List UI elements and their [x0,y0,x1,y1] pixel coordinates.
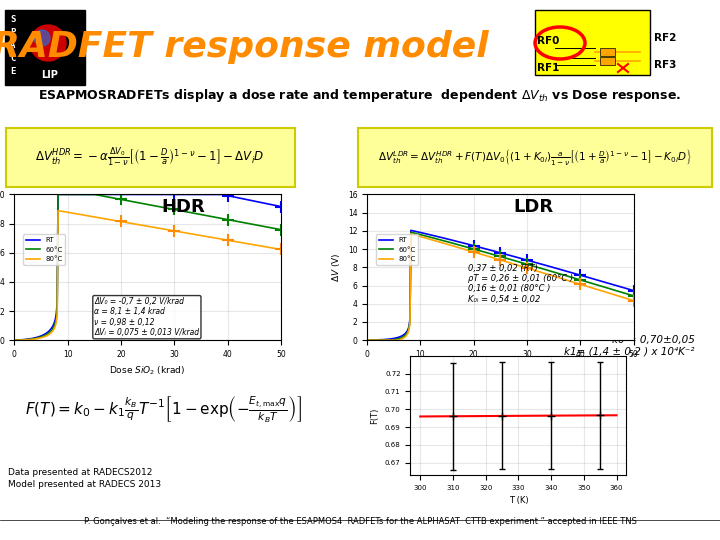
60°C [606,286,614,292]
FancyBboxPatch shape [600,57,615,65]
RT [11,337,19,343]
60°C [170,206,179,213]
80°C [54,207,63,214]
RT [527,258,536,265]
X-axis label: T (K): T (K) [508,496,528,505]
Text: RF3: RF3 [654,60,676,70]
FancyBboxPatch shape [358,128,712,187]
60°C [363,337,372,343]
RT [629,287,638,294]
RT [588,275,597,282]
RT [276,204,285,210]
Legend: RT, 60°C, 80°C: RT, 60°C, 80°C [376,234,418,265]
Y-axis label: $\Delta V$ (V): $\Delta V$ (V) [330,253,342,282]
60°C [54,191,63,198]
Line: 80°C: 80°C [367,234,634,340]
Y-axis label: F(T): F(T) [370,408,379,424]
RT [523,257,531,264]
80°C [363,337,372,343]
80°C [407,231,415,237]
80°C [588,285,597,291]
60°C [407,229,415,235]
Text: E: E [10,67,15,76]
80°C [629,298,638,304]
60°C [10,337,19,343]
60°C [527,262,536,269]
RT [54,191,63,198]
60°C [276,226,285,233]
Line: RT: RT [14,194,281,340]
Line: 60°C: 60°C [14,194,281,340]
RT [168,191,177,198]
Text: ESAPMOSRADFETs display a dose rate and temperature  dependent $\Delta V_{th}$ vs: ESAPMOSRADFETs display a dose rate and t… [38,87,682,104]
Text: HDR: HDR [161,198,204,216]
80°C [10,337,19,343]
Legend: RT, 60°C, 80°C: RT, 60°C, 80°C [23,234,66,265]
X-axis label: Dose $SiO_2$ (krad): Dose $SiO_2$ (krad) [462,364,539,377]
80°C [253,242,261,248]
80°C [11,337,19,343]
Text: RADFET response model: RADFET response model [0,30,488,64]
Text: RF0: RF0 [537,36,559,46]
Text: Model presented at RADECS 2013: Model presented at RADECS 2013 [8,480,161,489]
Text: $\Delta V_{th}^{HDR} = -\alpha \frac{\Delta V_0}{1-\nu}\left[\left(1 - \frac{D}{: $\Delta V_{th}^{HDR} = -\alpha \frac{\De… [35,145,264,168]
RT [606,280,614,287]
Text: $\Delta V_{th}^{LDR} = \Delta V_{th}^{HDR} + F(T)\Delta V_0\left\{(1+K_{0i})\fra: $\Delta V_{th}^{LDR} = \Delta V_{th}^{HD… [378,147,692,167]
80°C [364,337,372,343]
Text: ΔV₀ = -0,7 ± 0,2 V/krad
α = 8,1 ± 1,4 krad
ν = 0,98 ± 0,12
ΔVᵢ = 0,075 ± 0,013 V: ΔV₀ = -0,7 ± 0,2 V/krad α = 8,1 ± 1,4 kr… [94,297,199,338]
80°C [521,265,530,271]
80°C [174,228,183,235]
Text: S: S [10,15,15,24]
Text: C: C [10,54,15,63]
60°C [174,207,183,213]
60°C [521,261,530,267]
80°C [235,239,244,246]
80°C [168,227,177,234]
RT [363,337,372,343]
80°C [276,246,285,253]
80°C [606,290,614,296]
60°C [588,280,597,287]
FancyBboxPatch shape [535,10,650,75]
60°C [11,337,19,343]
60°C [629,293,638,299]
Text: LIP: LIP [42,70,58,80]
Circle shape [30,25,66,61]
60°C [364,337,372,343]
X-axis label: Dose $SiO_2$ (krad): Dose $SiO_2$ (krad) [109,364,186,377]
Text: Data presented at RADECS2012: Data presented at RADECS2012 [8,468,153,477]
RT [170,191,179,198]
FancyBboxPatch shape [5,10,85,85]
Line: 80°C: 80°C [14,211,281,340]
RT [253,198,261,205]
60°C [168,206,177,213]
Circle shape [34,30,50,46]
Line: 60°C: 60°C [367,232,634,340]
60°C [523,261,531,267]
Text: 0,37 ± 0,02 (RT)
ρT = 0,26 ± 0,01 (60°C )
0,16 ± 0,01 (80°C )
K₀ᵢ = 0,54 ± 0,02: 0,37 ± 0,02 (RT) ρT = 0,26 ± 0,01 (60°C … [469,264,574,303]
RT [174,191,183,198]
RT [521,256,530,263]
60°C [253,222,261,228]
Text: LDR: LDR [514,198,554,216]
Text: RF2: RF2 [654,33,676,43]
80°C [523,265,531,271]
80°C [527,266,536,273]
Text: P. Gonçalves et al.  “Modeling the response of the ESAPMOS4  RADFETs for the ALP: P. Gonçalves et al. “Modeling the respon… [84,517,636,526]
FancyBboxPatch shape [600,48,615,56]
60°C [235,219,244,225]
Text: P: P [10,28,15,37]
Text: k0 = 0,70±0,05
k1= (1,4 ± 0,2 ) x 10⁴K⁻²: k0 = 0,70±0,05 k1= (1,4 ± 0,2 ) x 10⁴K⁻² [564,335,695,356]
RT [10,337,19,343]
Text: $F(T) = k_0 - k_1 \frac{k_B}{q} T^{-1}\left[1 - \exp\!\left(-\frac{E_{t,\max}q}{: $F(T) = k_0 - k_1 \frac{k_B}{q} T^{-1}\l… [24,395,302,425]
Text: RF1: RF1 [537,63,559,73]
RT [407,227,415,234]
Text: A: A [10,41,15,50]
80°C [170,227,179,234]
RT [364,337,372,343]
Line: RT: RT [367,231,634,340]
RT [235,195,244,201]
FancyBboxPatch shape [6,128,295,187]
